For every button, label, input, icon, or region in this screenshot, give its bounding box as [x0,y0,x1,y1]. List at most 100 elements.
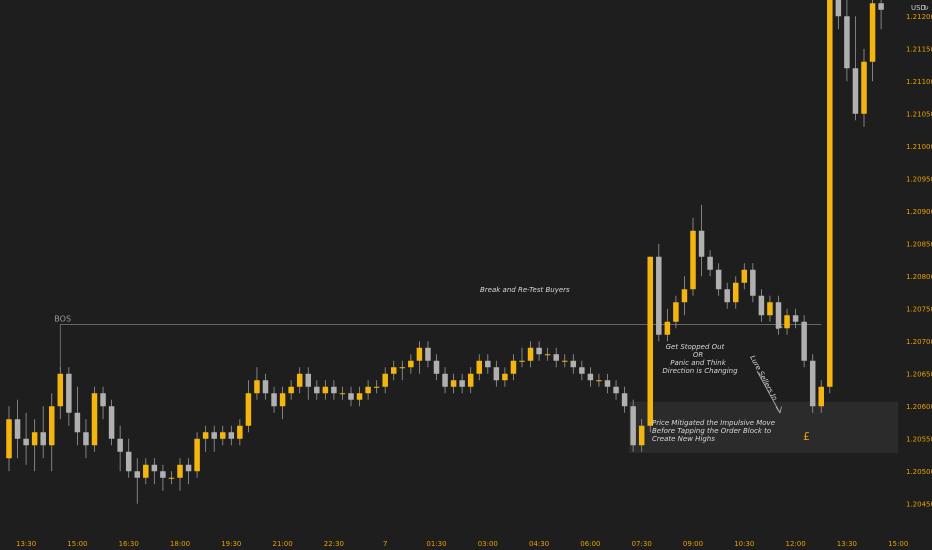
currency-label[interactable]: USD [911,4,926,12]
y-tick-label: 1.20950 [906,175,932,183]
bull-candle [869,3,876,62]
bear-candle [707,256,713,270]
bull-candle [237,425,243,439]
bull-candle [502,373,508,381]
bull-candle [450,380,457,387]
bear-candle [750,269,756,296]
lure-sellers-arrowhead [775,406,782,414]
x-tick-label: 16:30 [119,540,139,548]
bear-candle [262,380,269,394]
bull-candle [510,360,517,374]
bull-candle [6,419,12,459]
x-tick-label: 15:00 [67,540,87,548]
x-tick-label: 22:30 [324,540,344,548]
bull-candle [784,315,790,329]
bull-candle [767,302,773,316]
bull-candle [382,373,388,387]
bull-candle [143,464,149,478]
x-tick-label: 15:00 [888,540,908,548]
y-tick-label: 1.21150 [906,45,932,53]
bear-candle [579,367,585,374]
candles-group [6,0,884,504]
y-tick-label: 1.20650 [906,370,932,378]
bear-candle [151,464,158,472]
bear-candle [570,360,577,368]
y-tick-label: 1.20850 [906,240,932,248]
y-tick-label: 1.20500 [906,468,932,476]
bos-label: BOS [54,314,71,323]
bear-candle [536,347,542,355]
y-tick-label: 1.21200 [906,13,932,21]
bear-candle [553,354,559,361]
x-tick-label: 07:30 [632,540,652,548]
bear-candle [228,432,235,439]
bear-candle [40,432,46,446]
bull-candle [91,393,98,446]
bull-candle [647,256,653,426]
stopped-out-line-3: Panic and Think [670,359,726,367]
pound-symbol: £ [803,430,810,443]
x-tick-label: 03:00 [478,540,498,548]
bear-candle [852,68,859,114]
x-tick-label: 09:00 [683,540,703,548]
bull-candle [519,360,525,362]
mitigated-line-3: Create New Highs [652,435,715,443]
x-tick-label: 06:00 [580,540,600,548]
x-tick-label: 13:30 [837,540,857,548]
bear-candle [117,438,123,452]
x-axis[interactable]: 13:30 15:00 16:30 18:00 19:30 21:00 22:30 7 01:3… [16,540,908,548]
bull-candle [202,432,209,439]
order-block-box [629,401,899,454]
bear-candle [656,256,662,335]
bear-candle [613,386,619,394]
bear-candle [108,406,115,439]
x-tick-label: 10:30 [734,540,754,548]
bull-candle [57,373,64,407]
bull-candle [408,360,414,368]
y-tick-label: 1.20600 [906,403,932,411]
bear-candle [459,380,465,387]
bull-candle [673,302,679,322]
lure-sellers-arrow [756,370,781,414]
bull-candle [365,386,371,394]
bull-candle [220,432,226,439]
y-tick-label: 1.20450 [906,500,932,508]
bull-candle [49,406,55,446]
bull-candle [638,425,645,446]
x-tick-label: 21:00 [273,540,293,548]
bull-candle [288,386,294,394]
bear-candle [331,386,337,394]
bull-candle [562,360,568,362]
bull-candle [391,367,397,374]
y-tick-label: 1.20800 [906,273,932,281]
bull-candle [681,289,688,303]
x-tick-label: 7 [383,540,387,548]
y-tick-label: 1.20700 [906,338,932,346]
bear-candle [425,347,431,361]
bull-candle [296,373,303,387]
bear-candle [66,373,72,413]
y-tick-label: 1.20750 [906,305,932,313]
bear-candle [775,302,782,329]
x-tick-label: 13:30 [16,540,36,548]
bear-candle [185,464,192,472]
bear-candle [724,289,730,303]
bear-candle [74,412,81,433]
bull-candle [356,393,363,400]
y-axis[interactable]: 1.21200 1.21150 1.21100 1.21050 1.21000 1.209… [906,13,932,509]
x-tick-label: 19:30 [221,540,241,548]
bear-candle [878,3,884,10]
mitigated-line-1: Price Mitigated the Impulsive Move [652,419,775,427]
bull-candle [818,386,824,407]
bear-candle [134,471,140,478]
stopped-out-line-2: OR [693,351,704,359]
refresh-icon[interactable]: ↻ [923,4,929,12]
bos-arrowhead [775,324,784,330]
stopped-out-line-4: Direction is Changing [662,367,738,375]
bear-candle [698,230,705,257]
bear-candle [305,373,311,387]
bear-candle [587,373,594,381]
bear-candle [14,419,21,439]
